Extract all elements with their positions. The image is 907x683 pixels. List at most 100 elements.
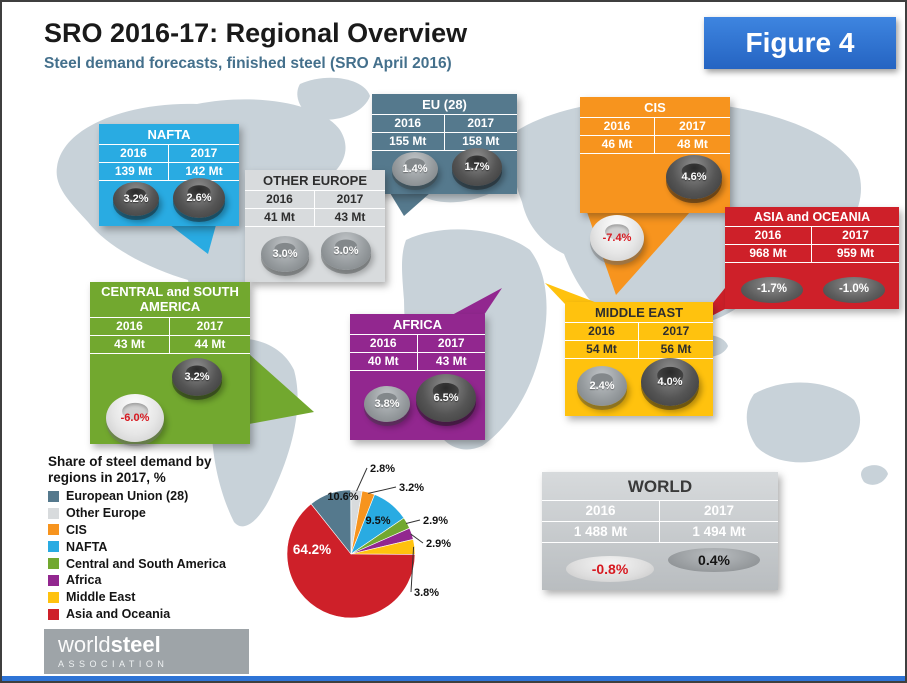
- growth-donut-2016: 3.0%: [261, 236, 309, 272]
- growth-label: 3.8%: [374, 397, 400, 410]
- year-cell: 2017: [639, 322, 713, 340]
- pie-chart: 2.8% 3.2% 9.5% 2.9% 2.9% 3.8% 64.2% 10.6%: [286, 463, 451, 619]
- pie-label: 3.8%: [414, 587, 439, 599]
- legend-swatch: [48, 524, 59, 536]
- value-cell: 43 Mt: [315, 208, 385, 226]
- year-cell: 2017: [444, 114, 517, 132]
- region-box-cis: CIS 2016 2017 46 Mt 48 Mt 4.6% -7.4%: [580, 97, 730, 261]
- growth-label: 2.4%: [589, 379, 615, 392]
- legend-label: Central and South America: [66, 556, 226, 571]
- year-cell: 2017: [417, 334, 485, 352]
- region-title: CENTRAL and SOUTH AMERICA: [101, 284, 239, 314]
- growth-donut-2017: 2.6%: [173, 178, 225, 218]
- region-table: 2016 2017 155 Mt 158 Mt: [372, 114, 517, 151]
- legend-label: CIS: [66, 522, 87, 537]
- pie-label: 2.8%: [370, 463, 395, 475]
- growth-label: 4.6%: [681, 170, 707, 183]
- pie-leader-line: [410, 546, 415, 593]
- pie-label: 10.6%: [327, 491, 358, 503]
- region-table: 2016 2017 968 Mt 959 Mt: [725, 226, 899, 263]
- growth-label: 2.6%: [186, 191, 212, 204]
- world-title: WORLD: [627, 477, 693, 496]
- growth-donut-2016: -6.0%: [106, 394, 164, 442]
- legend-label: European Union (28): [66, 489, 189, 503]
- legend-item: European Union (28): [48, 489, 226, 503]
- value-cell: 56 Mt: [639, 340, 713, 358]
- value-cell: 155 Mt: [372, 132, 445, 150]
- value-cell: 158 Mt: [444, 132, 517, 150]
- growth-donut-2017: 0.4%: [668, 548, 760, 572]
- region-table: 2016 2017 54 Mt 56 Mt: [565, 322, 713, 359]
- logo-word-steel: steel: [110, 632, 161, 657]
- region-title: MIDDLE EAST: [594, 305, 684, 320]
- logo-word-world: world: [58, 632, 111, 657]
- value-cell: 139 Mt: [99, 162, 169, 180]
- legend-item: Africa: [48, 573, 226, 587]
- legend-label: Africa: [66, 573, 102, 588]
- legend-item: NAFTA: [48, 540, 226, 554]
- year-cell: 2016: [90, 316, 170, 335]
- growth-donut-2017: -1.0%: [823, 277, 885, 303]
- growth-label: 1.4%: [402, 162, 428, 175]
- pie-title: Share of steel demand by regions in 2017…: [48, 454, 212, 486]
- region-title: AFRICA: [392, 317, 443, 332]
- region-title: OTHER EUROPE: [262, 173, 367, 188]
- year-cell: 2017: [169, 144, 239, 162]
- growth-label: 3.0%: [272, 247, 298, 260]
- legend-item: Central and South America: [48, 557, 226, 571]
- value-cell: 1 488 Mt: [542, 521, 660, 542]
- growth-label: -6.0%: [120, 411, 150, 424]
- growth-donut-2016: 3.8%: [364, 386, 410, 422]
- region-table: 2016 2017 40 Mt 43 Mt: [350, 334, 485, 371]
- page-title: SRO 2016-17: Regional Overview: [44, 18, 468, 48]
- pie-slice-asia-and-oceania: [286, 503, 416, 619]
- value-cell: 968 Mt: [725, 244, 812, 262]
- worldsteel-logo: worldsteel ASSOCIATION: [44, 629, 249, 674]
- pie-legend: European Union (28) Other Europe CIS NAFTA C…: [48, 489, 226, 624]
- legend-swatch: [48, 608, 59, 620]
- growth-donut-2017: 3.2%: [172, 358, 222, 396]
- growth-donut-2017: 3.0%: [321, 232, 371, 270]
- pie-label: 3.2%: [399, 482, 424, 494]
- legend-swatch: [48, 507, 59, 519]
- value-cell: 44 Mt: [170, 334, 250, 353]
- legend-swatch: [48, 558, 59, 570]
- growth-donut-2017: 1.7%: [452, 148, 502, 186]
- year-cell: 2016: [99, 144, 169, 162]
- value-cell: 48 Mt: [655, 135, 730, 153]
- pie-label: 2.9%: [423, 515, 448, 527]
- growth-label: 1.7%: [464, 160, 490, 173]
- bottom-accent-bar: [2, 676, 905, 681]
- pie-label: 2.9%: [426, 538, 451, 550]
- region-table: 2016 2017 41 Mt 43 Mt: [245, 190, 385, 227]
- growth-label: -1.0%: [838, 283, 870, 296]
- year-cell: 2017: [812, 226, 899, 244]
- pie-label: 9.5%: [365, 515, 390, 527]
- legend-label: Other Europe: [66, 505, 146, 520]
- growth-label: -7.4%: [602, 231, 632, 244]
- logo-subtext: ASSOCIATION: [58, 659, 169, 669]
- legend-swatch: [48, 490, 59, 502]
- year-cell: 2017: [655, 117, 730, 135]
- legend-swatch: [48, 541, 59, 553]
- legend-item: Asia and Oceania: [48, 607, 226, 621]
- pie-leader-line: [405, 519, 421, 524]
- value-cell: 43 Mt: [90, 334, 170, 353]
- growth-label: 0.4%: [698, 552, 730, 568]
- legend-item: CIS: [48, 523, 226, 537]
- growth-donut-2017: 4.6%: [666, 155, 722, 199]
- region-box-nafta: NAFTA 2016 2017 139 Mt 142 Mt 3.2% 2.6%: [99, 124, 239, 226]
- growth-label: 6.5%: [433, 391, 459, 404]
- year-cell: 2016: [245, 190, 315, 208]
- year-cell: 2017: [170, 316, 250, 335]
- year-cell: 2016: [565, 322, 639, 340]
- growth-donut-2016: -7.4%: [590, 215, 644, 261]
- region-box-other-europe: OTHER EUROPE 2016 2017 41 Mt 43 Mt 3.0% …: [245, 170, 385, 282]
- year-cell: 2016: [372, 114, 445, 132]
- growth-label: -0.8%: [591, 561, 629, 577]
- value-cell: 46 Mt: [580, 135, 655, 153]
- region-table: 2016 2017 46 Mt 48 Mt: [580, 117, 730, 154]
- value-cell: 40 Mt: [350, 352, 418, 370]
- growth-donut-2016: 2.4%: [577, 366, 627, 406]
